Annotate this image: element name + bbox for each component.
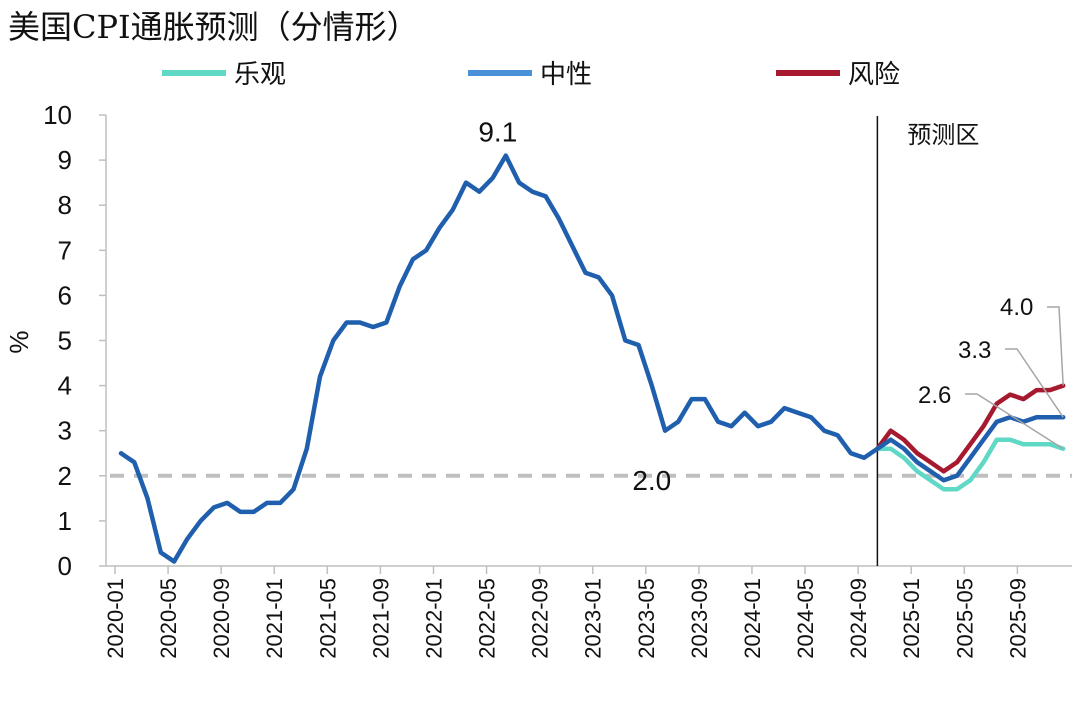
y-tick-label: 3 <box>58 416 72 446</box>
legend-label-optimistic: 乐观 <box>234 60 286 90</box>
y-tick-label: 4 <box>58 371 72 401</box>
y-tick-label: 10 <box>43 100 72 130</box>
x-tick-label: 2021-01 <box>262 578 287 659</box>
x-tick-label: 2020-01 <box>103 578 128 659</box>
end-label-leader-risk <box>1047 306 1064 386</box>
series-line-neutral <box>875 414 1066 483</box>
end-label-leader-neutral <box>1005 348 1064 418</box>
annotations: 9.1 2.0 2.6 3.3 4.0 <box>478 117 1064 496</box>
x-tick-label: 2024-05 <box>793 578 818 659</box>
series-line-risk <box>875 383 1066 474</box>
x-tick-label: 2021-09 <box>368 578 393 659</box>
x-tick-label: 2023-05 <box>634 578 659 659</box>
end-label-leader-optimistic <box>965 393 1064 450</box>
x-tick-label: 2021-05 <box>315 578 340 659</box>
x-tick-label: 2022-09 <box>528 578 553 659</box>
series-line-historical-cpi <box>118 153 880 564</box>
y-tick-label: 2 <box>58 461 72 491</box>
x-tick-label: 2024-09 <box>846 578 871 659</box>
forecast-region-label: 预测区 <box>907 121 979 149</box>
legend-label-risk: 风险 <box>848 60 900 90</box>
y-tick-label: 5 <box>58 326 72 356</box>
y-tick-label: 7 <box>58 235 72 265</box>
x-tick-label: 2020-09 <box>209 578 234 659</box>
y-tick-label: 0 <box>58 551 72 581</box>
y-axis-label: % <box>4 330 34 353</box>
end-value-label-neutral: 3.3 <box>958 337 991 364</box>
x-tick-label: 2023-09 <box>687 578 712 659</box>
legend-label-neutral: 中性 <box>540 60 592 90</box>
y-tick-label: 1 <box>58 506 72 536</box>
y-tick-label: 8 <box>58 190 72 220</box>
x-tick-label: 2024-01 <box>740 578 765 659</box>
peak-value-label: 9.1 <box>478 117 517 148</box>
chart-title: 美国CPI通胀预测（分情形） <box>8 8 419 46</box>
x-tick-label: 2025-05 <box>952 578 977 659</box>
series-line-optimistic <box>875 437 1066 492</box>
x-tick-label: 2025-09 <box>1005 578 1030 659</box>
y-tick-label: 6 <box>58 280 72 310</box>
x-tick-label: 2025-01 <box>899 578 924 659</box>
reference-value-label: 2.0 <box>632 465 671 496</box>
x-tick-label: 2023-01 <box>581 578 606 659</box>
legend: 乐观 中性 风险 <box>162 60 900 90</box>
end-value-label-risk: 4.0 <box>1000 294 1033 321</box>
x-tick-label: 2022-05 <box>475 578 500 659</box>
x-tick-label: 2020-05 <box>156 578 181 659</box>
y-tick-label: 9 <box>58 145 72 175</box>
end-value-label-optimistic: 2.6 <box>918 382 951 409</box>
x-axis: 2020-01 2020-05 2020-09 2021-01 2021-05 2021-… <box>103 565 1072 659</box>
plot-area: 预测区 <box>110 116 1072 566</box>
x-tick-label: 2022-01 <box>421 578 446 659</box>
y-axis: 0 1 2 3 4 5 6 7 8 9 10 <box>43 100 107 581</box>
